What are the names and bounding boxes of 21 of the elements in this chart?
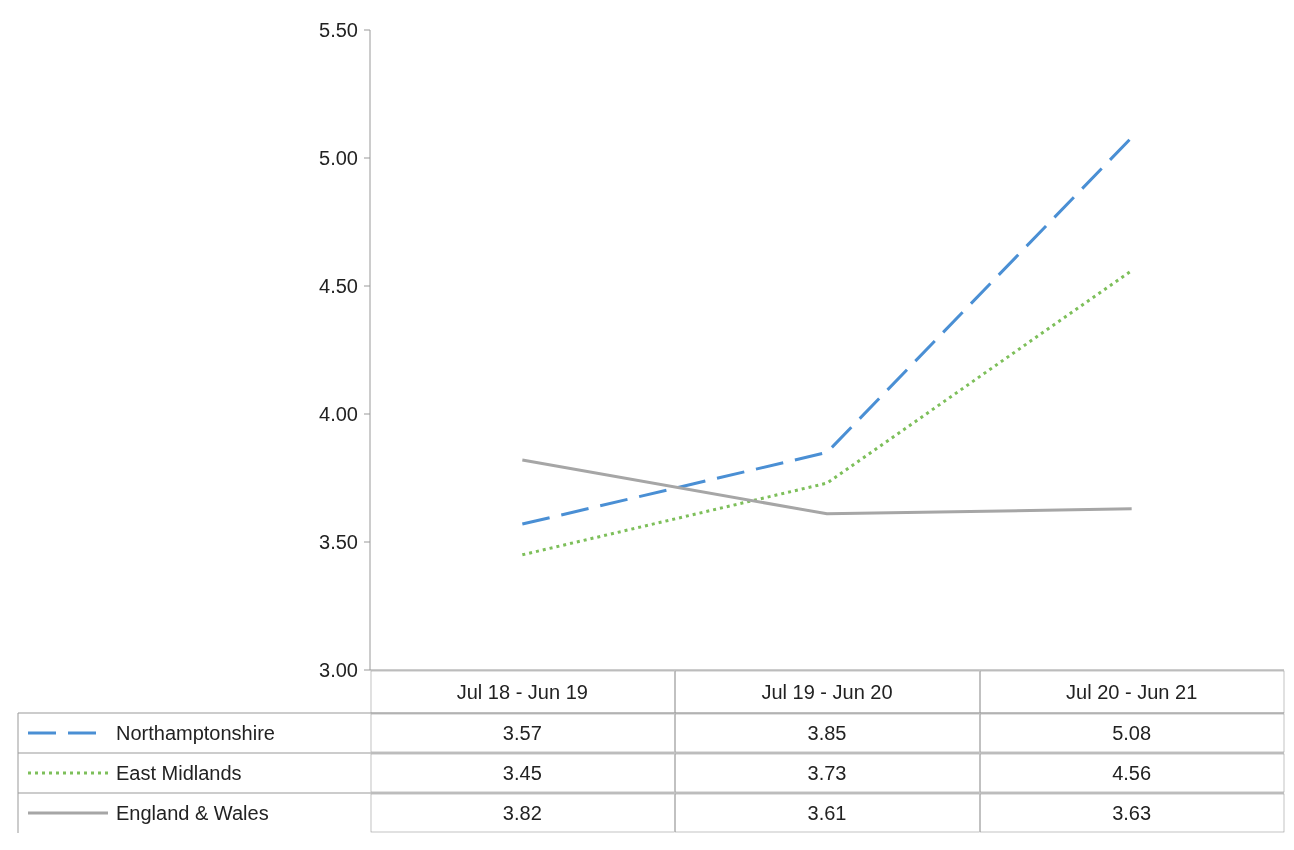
y-tick-label: 4.50 <box>319 275 358 297</box>
data-label: 3.82 <box>502 802 542 824</box>
legend-label: East Midlands <box>116 762 242 784</box>
data-label: 3.57 <box>502 722 542 744</box>
data-label: 3.73 <box>807 762 847 784</box>
y-tick-label: 3.00 <box>319 659 358 681</box>
y-tick-label: 5.00 <box>319 147 358 169</box>
data-label: 3.85 <box>807 722 847 744</box>
data-label: 3.61 <box>807 802 847 824</box>
legend-label: England & Wales <box>116 802 269 824</box>
data-label: 3.45 <box>502 762 542 784</box>
x-tick-label: Jul 19 - Jun 20 <box>761 680 893 703</box>
legend-label: Northamptonshire <box>116 722 275 744</box>
y-tick-label: 5.50 <box>319 19 358 41</box>
y-tick-label: 3.50 <box>319 531 358 553</box>
data-label: 5.08 <box>1112 722 1152 744</box>
x-tick-label: Jul 20 - Jun 21 <box>1066 680 1198 703</box>
y-tick-label: 4.00 <box>319 403 358 425</box>
data-label: 3.63 <box>1112 802 1152 824</box>
data-label: 4.56 <box>1112 762 1152 784</box>
x-tick-label: Jul 18 - Jun 19 <box>456 680 588 703</box>
